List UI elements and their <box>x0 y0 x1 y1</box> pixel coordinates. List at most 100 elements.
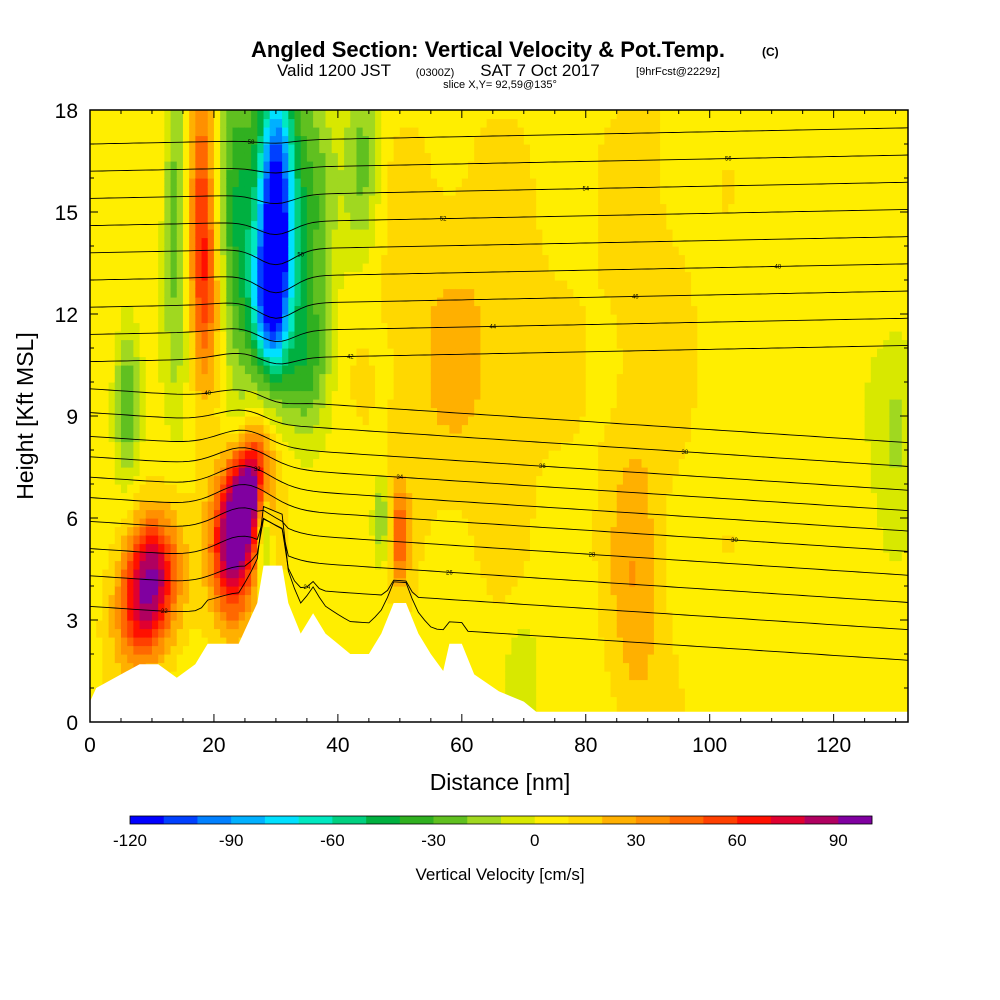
velocity-cell <box>381 407 389 417</box>
velocity-cell <box>182 297 190 307</box>
velocity-cell <box>207 254 215 264</box>
velocity-cell <box>201 518 209 528</box>
velocity-cell <box>306 560 314 570</box>
velocity-cell <box>492 535 500 545</box>
velocity-cell <box>282 467 289 477</box>
velocity-cell <box>189 263 196 273</box>
velocity-cell <box>108 671 116 681</box>
velocity-cell <box>127 348 134 358</box>
velocity-cell <box>474 594 482 604</box>
velocity-cell <box>189 237 196 247</box>
velocity-cell <box>362 475 370 485</box>
velocity-cell <box>275 492 283 502</box>
velocity-cell <box>449 594 457 604</box>
velocity-cell <box>443 169 451 179</box>
velocity-cell <box>102 127 110 137</box>
velocity-cell <box>492 152 500 162</box>
velocity-cell <box>375 322 382 332</box>
velocity-cell <box>102 526 110 536</box>
velocity-cell <box>505 586 512 596</box>
velocity-cell <box>368 263 376 273</box>
velocity-cell <box>238 382 246 392</box>
velocity-cell <box>362 492 370 502</box>
velocity-cell <box>176 288 184 298</box>
velocity-cell <box>368 118 376 128</box>
velocity-cell <box>505 637 512 647</box>
velocity-cell <box>424 594 432 604</box>
velocity-cell <box>461 237 469 247</box>
velocity-cell <box>257 152 265 162</box>
velocity-cell <box>486 314 494 324</box>
velocity-cell <box>449 628 457 638</box>
velocity-cell <box>505 441 512 451</box>
velocity-cell <box>505 492 512 502</box>
velocity-cell <box>437 271 444 281</box>
velocity-cell <box>176 229 184 239</box>
velocity-cell <box>294 135 302 145</box>
velocity-cell <box>139 424 147 434</box>
velocity-cell <box>474 662 482 672</box>
velocity-cell <box>189 645 196 655</box>
velocity-cell <box>424 390 432 400</box>
velocity-cell <box>505 373 512 383</box>
velocity-cell <box>449 271 457 281</box>
velocity-cell <box>282 407 289 417</box>
velocity-cell <box>244 118 252 128</box>
velocity-cell <box>430 229 438 239</box>
velocity-cell <box>288 246 296 256</box>
velocity-cell <box>492 586 500 596</box>
velocity-cell <box>207 212 215 222</box>
velocity-cell <box>220 195 227 205</box>
velocity-cell <box>282 203 289 213</box>
velocity-cell <box>461 586 469 596</box>
velocity-cell <box>189 322 196 332</box>
velocity-cell <box>406 118 413 128</box>
velocity-cell <box>406 195 413 205</box>
velocity-cell <box>486 450 494 460</box>
velocity-cell <box>424 484 432 494</box>
velocity-cell <box>474 441 482 451</box>
velocity-cell <box>151 407 159 417</box>
velocity-cell <box>300 484 308 494</box>
velocity-cell <box>213 356 221 366</box>
velocity-cell <box>213 518 221 528</box>
velocity-cell <box>145 467 153 477</box>
velocity-cell <box>319 186 327 196</box>
velocity-cell <box>114 594 122 604</box>
velocity-cell <box>505 135 512 145</box>
velocity-cell <box>499 382 506 392</box>
velocity-cell <box>151 467 159 477</box>
velocity-cell <box>331 178 339 188</box>
velocity-cell <box>387 339 395 349</box>
velocity-cell <box>164 297 172 307</box>
velocity-cell <box>170 263 178 273</box>
velocity-cell <box>319 305 327 315</box>
velocity-cell <box>145 263 153 273</box>
velocity-cell <box>133 501 141 511</box>
velocity-cell <box>455 314 463 324</box>
velocity-cell <box>120 348 128 358</box>
valid-time-label: Valid 1200 JST <box>277 61 391 80</box>
velocity-cell <box>120 254 128 264</box>
velocity-cell <box>511 662 519 672</box>
velocity-cell <box>313 603 320 613</box>
velocity-cell <box>362 280 370 290</box>
velocity-cell <box>251 509 258 519</box>
velocity-cell <box>337 594 345 604</box>
velocity-cell <box>90 229 97 239</box>
velocity-cell <box>120 135 128 145</box>
velocity-cell <box>325 611 333 621</box>
velocity-cell <box>220 237 227 247</box>
velocity-cell <box>244 509 252 519</box>
velocity-cell <box>306 611 314 621</box>
velocity-cell <box>325 628 333 638</box>
velocity-cell <box>189 416 196 426</box>
velocity-cell <box>325 416 333 426</box>
velocity-cell <box>189 161 196 171</box>
velocity-cell <box>344 322 351 332</box>
velocity-cell <box>393 441 401 451</box>
velocity-cell <box>263 152 271 162</box>
velocity-cell <box>114 467 122 477</box>
velocity-cell <box>443 637 451 647</box>
velocity-cell <box>300 526 308 536</box>
